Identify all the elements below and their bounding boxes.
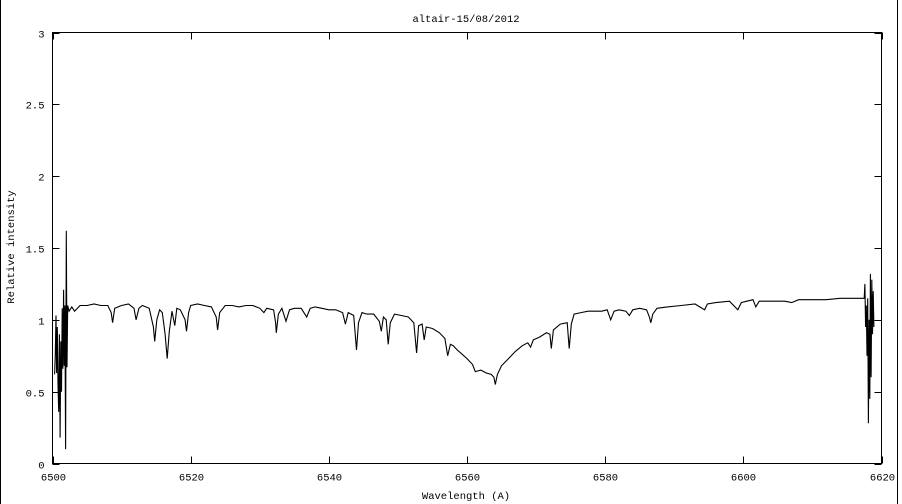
x-axis-label: Wavelength (A) [422, 491, 510, 503]
x-tick-label: 6580 [593, 473, 618, 485]
x-tick-label: 6540 [317, 473, 342, 485]
x-tick-label: 6500 [41, 473, 66, 485]
spectrum-line [54, 230, 875, 450]
y-tick-label: 1 [38, 317, 44, 329]
x-tick-label: 6560 [455, 473, 480, 485]
window-border-right [897, 0, 898, 504]
plot-frame [52, 32, 882, 464]
y-axis-ticks: 0 0.5 1 1.5 2 2.5 3 [26, 30, 882, 473]
y-tick-label: 3 [38, 30, 44, 42]
x-tick-label: 6620 [870, 473, 895, 485]
y-tick-label: 2 [38, 173, 44, 185]
y-tick-label: 2.5 [26, 101, 45, 113]
y-tick-label: 0 [38, 461, 44, 473]
x-tick-label: 6520 [179, 473, 204, 485]
window-border-left [0, 0, 1, 504]
y-tick-label: 1.5 [26, 245, 45, 257]
x-tick-label: 6600 [731, 473, 756, 485]
y-axis-label: Relative intensity [6, 190, 18, 303]
x-axis-ticks: 6500 6520 6540 6560 6580 6600 6620 [41, 32, 895, 485]
y-tick-label: 0.5 [26, 389, 45, 401]
chart-title: altair-15/08/2012 [412, 14, 519, 26]
